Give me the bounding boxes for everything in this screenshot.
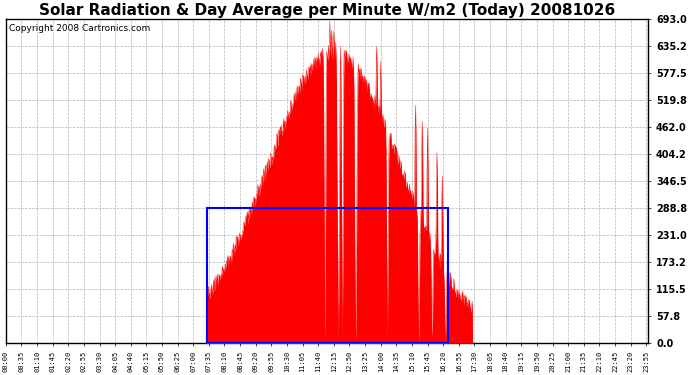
Bar xyxy=(206,208,448,344)
Text: Copyright 2008 Cartronics.com: Copyright 2008 Cartronics.com xyxy=(9,24,150,33)
Title: Solar Radiation & Day Average per Minute W/m2 (Today) 20081026: Solar Radiation & Day Average per Minute… xyxy=(39,3,615,18)
